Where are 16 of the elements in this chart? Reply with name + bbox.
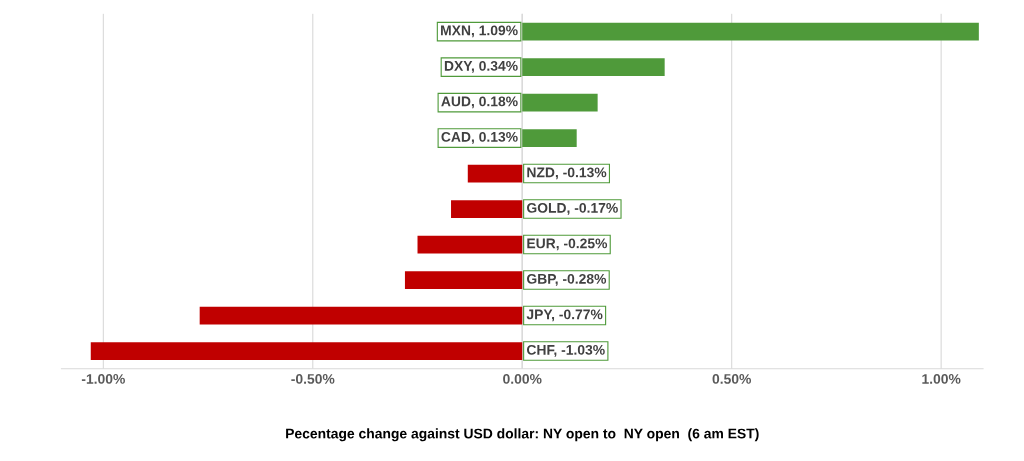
data-label: CHF, -1.03% xyxy=(526,344,605,357)
data-label: MXN, 1.09% xyxy=(441,25,518,38)
data-label: CAD, 0.13% xyxy=(441,131,518,144)
data-label: AUD, 0.18% xyxy=(441,96,518,109)
x-tick-label: 0.00% xyxy=(503,374,542,384)
x-tick-label: -1.00% xyxy=(81,374,125,384)
x-tick-label: -0.50% xyxy=(291,374,335,384)
data-label: GOLD, -0.17% xyxy=(526,202,618,215)
data-label: GBP, -0.28% xyxy=(526,273,607,286)
x-tick-label: 0.50% xyxy=(712,374,752,384)
data-label: JPY, -0.77% xyxy=(526,309,603,322)
x-tick-label: 1.00% xyxy=(922,374,961,384)
x-axis-title: Pecentage change against USD dollar: NY open to NY open (6 am EST) xyxy=(286,428,759,442)
data-label: EUR, -0.25% xyxy=(527,238,608,251)
data-label: DXY, 0.34% xyxy=(444,60,518,73)
data-label: NZD, -0.13% xyxy=(527,167,607,180)
